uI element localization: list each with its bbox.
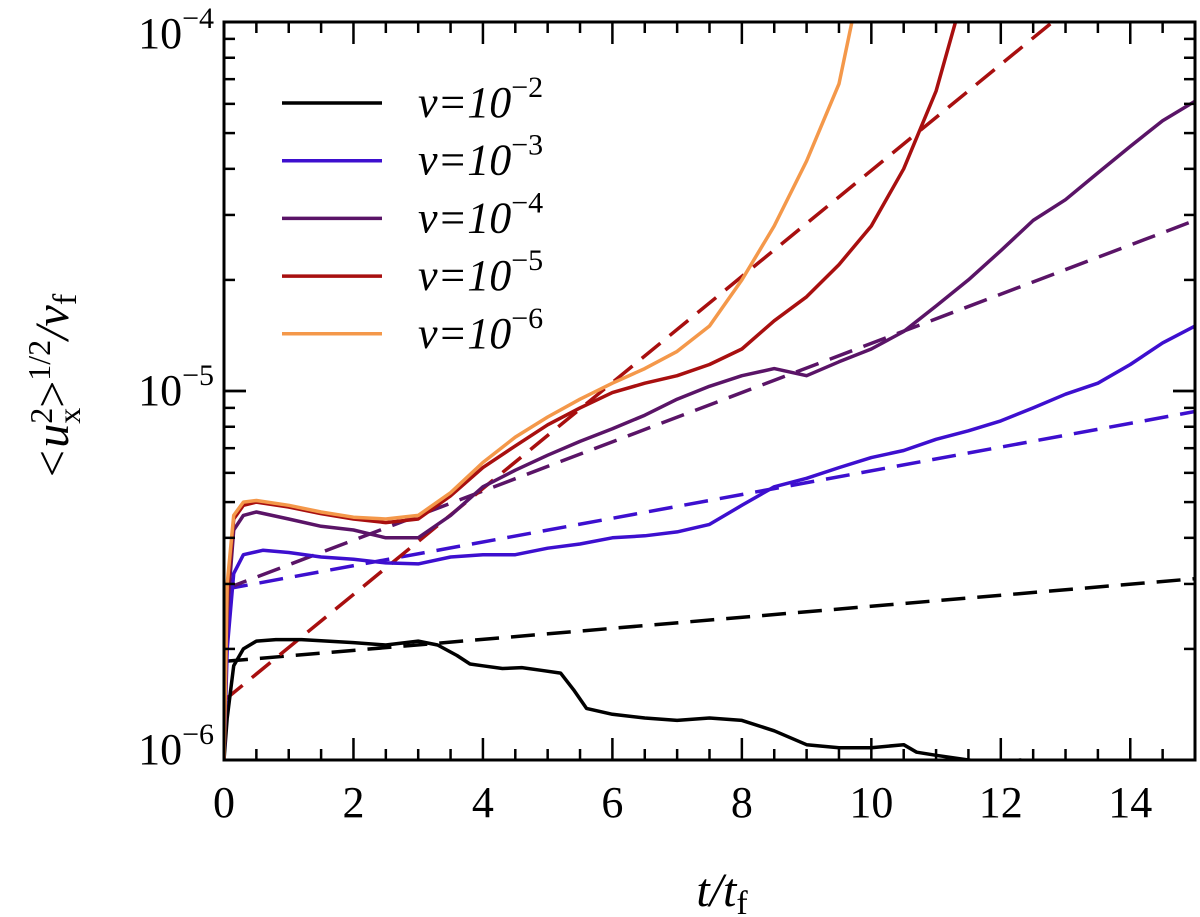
fit-line-4 [224, 22, 1054, 702]
legend: ν=10−2ν=10−3ν=10−4ν=10−5ν=10−6 [282, 71, 543, 358]
y-tick-label: 10−4 [138, 2, 214, 58]
legend-label-4: ν=10−5 [418, 244, 543, 300]
series-line-5 [224, 22, 854, 760]
y-tick-label: 10−6 [138, 718, 214, 774]
x-tick-label: 12 [979, 778, 1023, 827]
x-tick-labels: 0 2 4 6 8 10 12 14 [213, 778, 1152, 827]
series-line-2 [224, 324, 1195, 760]
legend-label-3: ν=10−4 [418, 186, 543, 242]
fit-line-2 [224, 409, 1195, 592]
x-tick-label: 4 [472, 778, 494, 827]
series-line-4 [224, 22, 958, 760]
x-tick-label: 0 [213, 778, 235, 827]
fit-lines [224, 22, 1195, 702]
legend-label-5: ν=10−6 [418, 302, 543, 358]
x-tick-label: 6 [601, 778, 623, 827]
series-line-3 [224, 99, 1195, 760]
series-lines [224, 22, 1195, 760]
y-tick-label: 10−5 [138, 359, 214, 415]
series-line-1 [224, 637, 1030, 760]
fit-line-3 [224, 218, 1195, 592]
y-axis-title: <u2x>1/2/vf [21, 293, 87, 480]
x-tick-label: 14 [1108, 778, 1152, 827]
legend-label-2: ν=10−3 [418, 129, 543, 185]
y-tick-labels: 10−6 10−5 10−4 [138, 2, 214, 774]
x-tick-label: 8 [731, 778, 753, 827]
axis-ticks [222, 20, 1197, 762]
fit-line-1 [224, 576, 1195, 664]
x-tick-label: 2 [342, 778, 364, 827]
x-tick-label: 10 [849, 778, 893, 827]
legend-label-1: ν=10−2 [418, 71, 543, 127]
x-axis-title: t/tf [696, 864, 748, 917]
